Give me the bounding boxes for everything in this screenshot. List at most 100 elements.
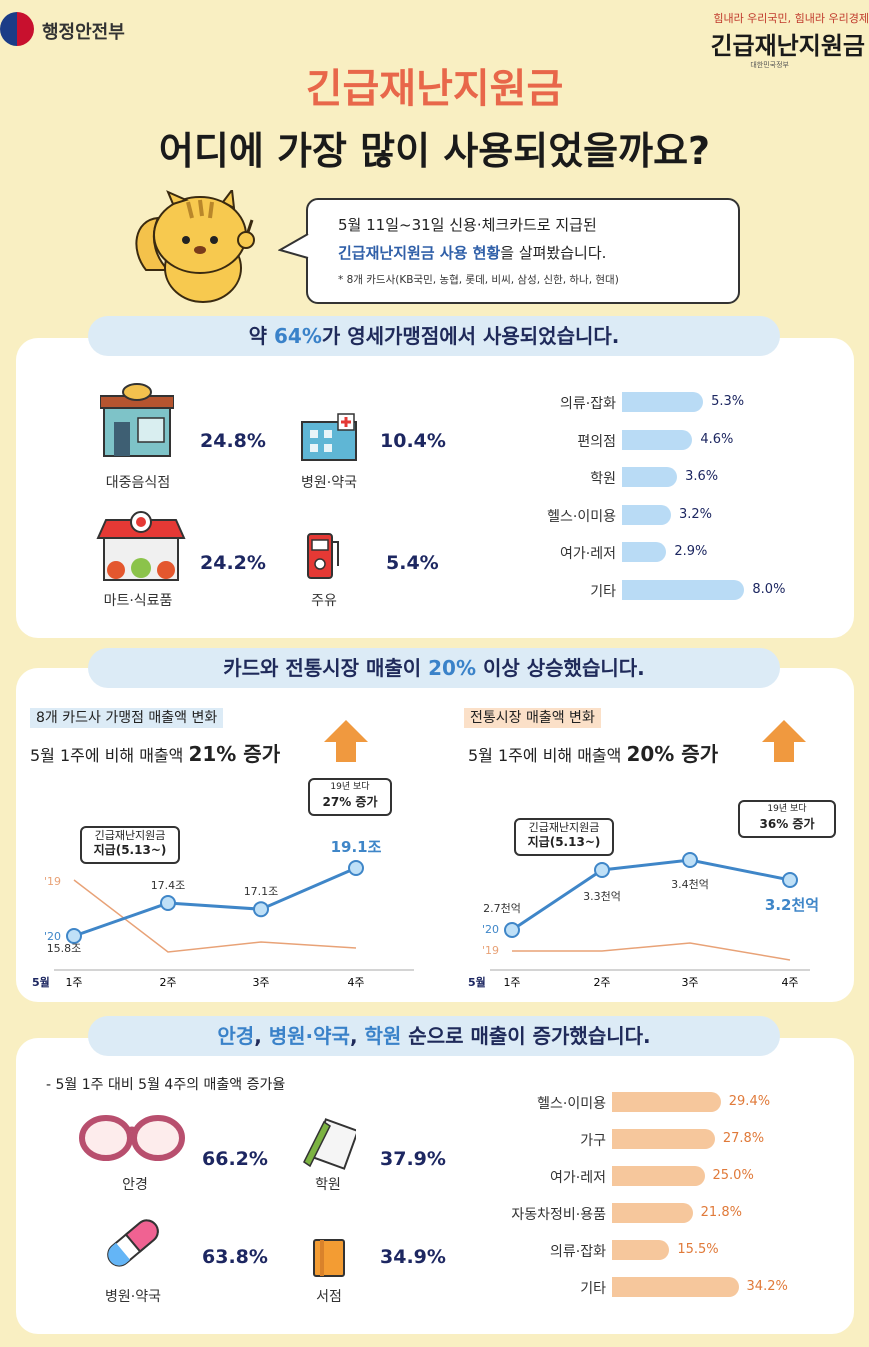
intro-highlight: 긴급재난지원금 사용 현황 (338, 244, 501, 262)
s3-value: 25.0% (712, 1168, 754, 1183)
left-series-2019 (73, 879, 357, 953)
right-callout-payment: 긴급재난지원금 지급(5.13~) (514, 818, 614, 856)
s1-value: 5.3% (711, 394, 745, 409)
right-chart-tag: 전통시장 매출액 변화 (464, 708, 601, 728)
intro-bubble: 5월 11일~31일 신용·체크카드로 지급된 긴급재난지원금 사용 현황을 살… (306, 198, 740, 304)
week-tick-label: 1주 (65, 976, 82, 989)
line-point (594, 862, 610, 878)
s1-head-highlight: 64% (273, 324, 322, 348)
bookstore-label: 서점 (316, 1289, 342, 1305)
s3-label: 의류·잡화 (550, 1244, 606, 1260)
s1-bar (622, 542, 667, 562)
s1-value: 2.9% (674, 544, 708, 559)
gas-label: 주유 (311, 593, 337, 609)
intro-note: * 8개 카드사(KB국민, 농협, 롯데, 비씨, 삼성, 신한, 하나, 현… (338, 274, 619, 286)
line-point (160, 895, 176, 912)
hospital-icon (301, 413, 357, 461)
section2-heading: 카드와 전통시장 매출이 20% 이상 상승했습니다. (88, 648, 780, 688)
s3-label: 가구 (580, 1133, 606, 1149)
s1-head-pre: 약 (248, 324, 274, 348)
data-label: 2.7천억 (483, 901, 521, 915)
slogan: 힘내라 우리국민, 힘내라 우리경제 (713, 12, 869, 25)
left-callout2-line2: 27% 증가 (322, 795, 378, 809)
mart-value: 24.2% (200, 552, 266, 574)
s3-bar (612, 1203, 693, 1223)
s3-value: 21.8% (700, 1205, 742, 1220)
hospital-value: 10.4% (380, 430, 446, 452)
main-title-line1: 긴급재난지원금 (305, 66, 564, 112)
s3-row: 헬스·이미용 29.4% (476, 1092, 856, 1114)
academy-label: 학원 (315, 1177, 341, 1193)
line-point (348, 860, 364, 876)
left-chart-desc: 5월 1주에 비해 매출액 21% 증가 (30, 738, 280, 767)
right-up-arrow-icon (762, 720, 806, 762)
s1-bar (622, 392, 704, 412)
intro-line2: 긴급재난지원금 사용 현황을 살펴봤습니다. (338, 242, 606, 263)
s3-bar (612, 1092, 721, 1112)
right-callout2-line2: 36% 증가 (759, 817, 815, 831)
line-point (253, 901, 269, 918)
s3-label: 기타 (580, 1281, 606, 1297)
right-label-20: '20 (482, 923, 499, 936)
glasses-icon (79, 1115, 185, 1161)
s3-bar (612, 1166, 705, 1186)
restaurant-value: 24.8% (200, 430, 266, 452)
right-callout1-line2: 지급(5.13~) (527, 835, 601, 849)
s1-label: 기타 (590, 583, 616, 600)
section1-heading: 약 64%가 영세가맹점에서 사용되었습니다. (88, 316, 780, 356)
academy-icon (303, 1118, 356, 1170)
right-chart-desc: 5월 1주에 비해 매출액 20% 증가 (468, 738, 718, 767)
mart-icon (96, 511, 186, 581)
right-callout-increase: 19년 보다 36% 증가 (738, 800, 836, 838)
right-series-2019 (512, 942, 791, 961)
s1-row: 헬스·이미용 3.2% (486, 504, 846, 527)
left-chart-tag: 8개 카드사 가맹점 매출액 변화 (30, 708, 224, 728)
left-line-chart: 15.8조 17.4조 17.1조 19.1조 '19 '20 5월 1주 2주 3주 4주 (32, 838, 414, 989)
glasses-label: 안경 (122, 1177, 148, 1193)
s1-row: 편의점 4.6% (486, 429, 846, 452)
left-label-20: '20 (44, 930, 61, 943)
gas-value: 5.4% (386, 552, 439, 574)
data-label: 3.4천억 (671, 877, 709, 891)
restaurant-icon (100, 383, 174, 457)
s1-row: 의류·잡화 5.3% (486, 392, 846, 414)
left-callout1-line2: 지급(5.13~) (93, 843, 167, 857)
s1-label: 의류·잡화 (560, 396, 616, 412)
right-series-2020 (511, 858, 791, 932)
s3-label: 자동차정비·용품 (511, 1207, 606, 1223)
s3-label: 헬스·이미용 (537, 1096, 606, 1112)
week-tick-label: 1주 (503, 976, 520, 989)
s1-bar (622, 504, 671, 525)
left-desc-pre: 5월 1주에 비해 매출액 (30, 746, 189, 765)
s3-bar (612, 1277, 739, 1297)
s3-row: 가구 27.8% (476, 1129, 856, 1151)
data-label: 17.1조 (244, 885, 279, 898)
section3-heading: 안경, 병원·약국, 학원 순으로 매출이 증가했습니다. (88, 1016, 780, 1056)
week-tick-label: 4주 (347, 976, 364, 989)
line-point (682, 852, 698, 868)
right-callout1-line1: 긴급재난지원금 (528, 821, 600, 834)
data-label: 3.3천억 (583, 889, 621, 903)
s3-bar (612, 1240, 670, 1260)
left-series-2020 (73, 866, 357, 938)
line-point (782, 872, 798, 888)
book-icon (313, 1239, 345, 1277)
ministry-name: 행정안전부 (42, 22, 125, 43)
section3-note: - 5월 1주 대비 5월 4주의 매출액 증가율 (46, 1077, 286, 1093)
s1-label: 여가·레저 (560, 546, 616, 562)
s1-row: 학원 3.6% (486, 467, 846, 489)
left-callout2-line1: 19년 보다 (330, 782, 370, 792)
gas-pump-icon (307, 533, 339, 579)
s1-value: 4.6% (700, 431, 734, 447)
s3-label: 여가·레저 (550, 1170, 606, 1186)
s3-row: 기타 34.2% (476, 1277, 856, 1299)
s1-value: 3.6% (685, 469, 719, 484)
s1-label: 헬스·이미용 (547, 508, 616, 525)
bubble-tail (278, 233, 309, 259)
s1-row: 여가·레저 2.9% (486, 542, 846, 564)
s3-head-sep2: , (349, 1024, 365, 1048)
s1-label: 편의점 (577, 433, 616, 450)
s3-row: 자동차정비·용품 21.8% (476, 1203, 856, 1225)
data-label: 3.2천억 (765, 896, 819, 914)
data-label: 15.8조 (47, 942, 82, 955)
